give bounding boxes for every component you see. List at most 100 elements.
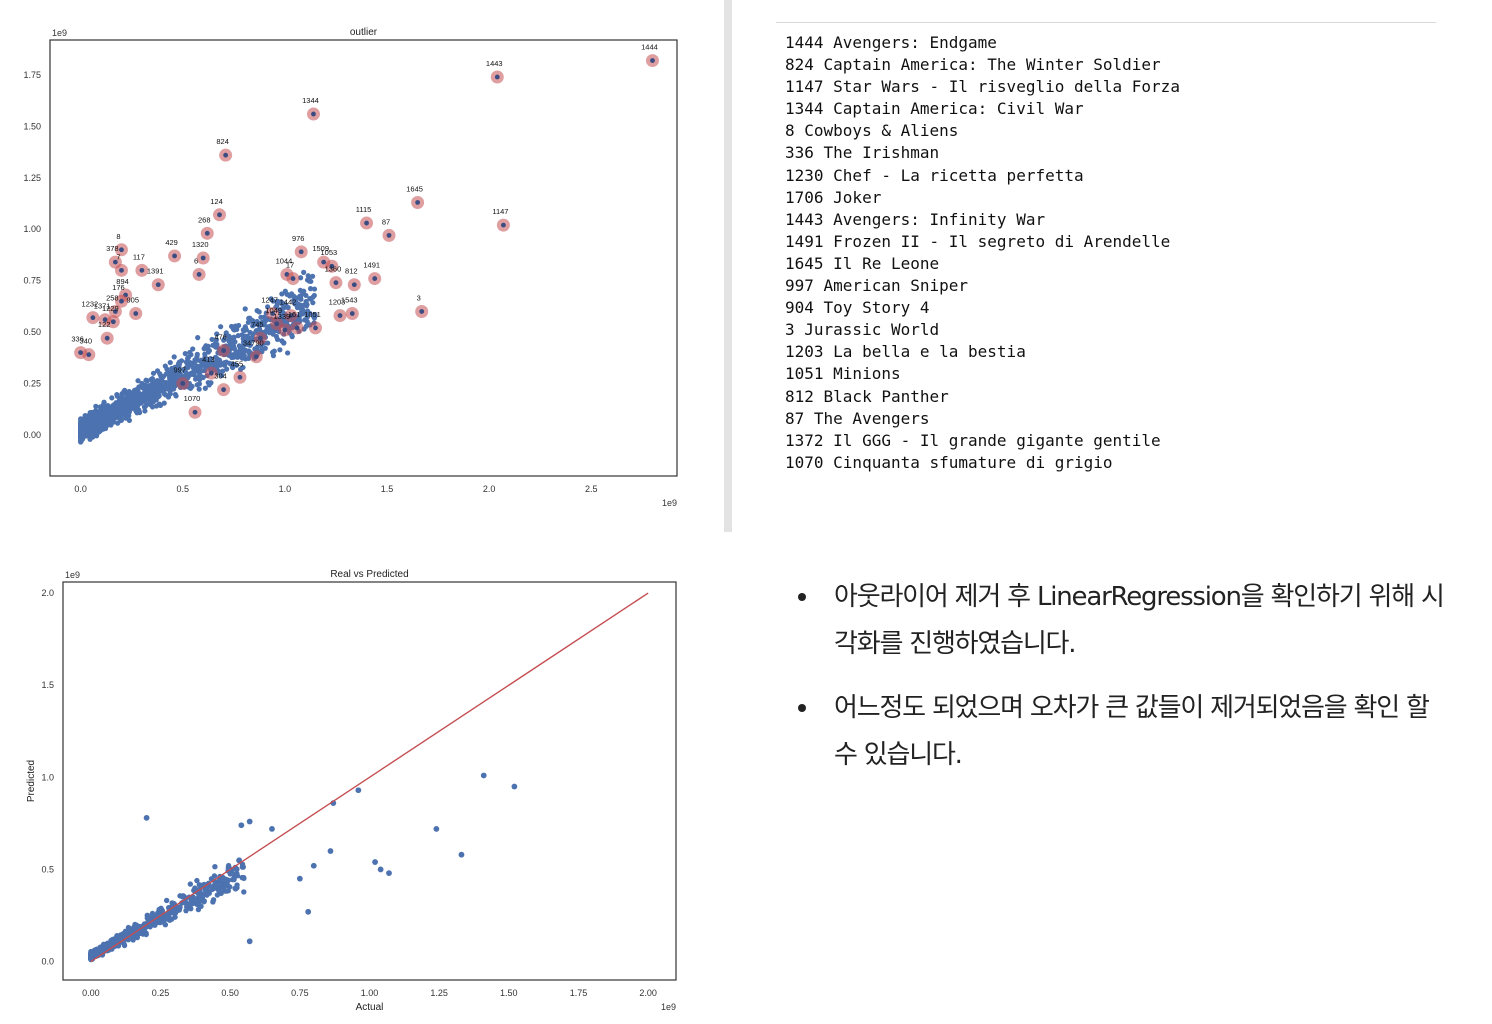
scatter-point: [265, 324, 271, 330]
outlier-label: 824: [216, 137, 229, 146]
scatter-point: [299, 308, 305, 314]
scatter-point: [135, 399, 141, 405]
scatter-point: [109, 395, 115, 401]
scatter-point: [232, 323, 238, 329]
scatter-point: [191, 887, 197, 894]
x-tick-label: 2.00: [639, 988, 657, 998]
outlier-point: [119, 247, 124, 253]
outlier-label: 997: [173, 365, 186, 374]
scatter-point: [241, 352, 247, 358]
outlier-label: 8: [116, 232, 120, 241]
cell-divider: [724, 0, 732, 532]
outlier-point: [415, 200, 421, 205]
outlier-list-item: 824 Captain America: The Winter Soldier: [785, 55, 1161, 75]
x-tick-label: 1.0: [279, 484, 292, 494]
scatter-point: [228, 336, 234, 342]
scatter-point: [277, 347, 283, 353]
scatter-point: [199, 368, 206, 374]
scatter-point: [190, 346, 196, 352]
scatter-point: [102, 413, 108, 419]
scatter-point: [274, 336, 281, 342]
scatter-point: [187, 881, 194, 887]
outlier-label: 1203: [329, 298, 346, 307]
scatter-point: [115, 413, 121, 420]
outlier-label: 1147: [492, 207, 508, 216]
scatter-point: [148, 401, 154, 407]
scatter-point: [166, 380, 172, 386]
scatter-point: [106, 414, 112, 420]
outlier-label: 161: [288, 310, 301, 319]
scatter-point: [189, 371, 195, 377]
scatter-point: [241, 889, 247, 895]
outlier-label: 1391: [147, 267, 164, 276]
outlier-label: 7: [116, 252, 120, 261]
scatter-point: [192, 376, 199, 382]
outlier-point: [329, 263, 335, 269]
scatter-point: [170, 369, 176, 375]
scatter-point: [221, 362, 228, 368]
y-tick-label: 1.5: [41, 680, 54, 690]
outlier-label: 1247: [261, 296, 278, 305]
scatter-point: [309, 273, 316, 279]
x-tick-label: 2.0: [483, 484, 496, 494]
scatter-point: [235, 333, 241, 339]
scatter-point: [240, 864, 246, 870]
scatter-point: [196, 386, 202, 392]
scatter-point: [172, 391, 178, 398]
scatter-point: [117, 418, 123, 424]
y-offset-label: 1e9: [65, 570, 80, 580]
scatter-point: [209, 336, 215, 343]
scatter-point: [218, 324, 224, 330]
plot-area: 1444 1443 1344 824 1645 1147 124 1115 87 268 8 429 1…: [71, 43, 659, 445]
scatter-point: [304, 319, 310, 325]
outlier-point: [274, 321, 280, 327]
outlier-label: 124: [210, 197, 223, 206]
scatter-point: [197, 358, 203, 364]
outlier-label: 1049: [265, 306, 282, 315]
outlier-scatter-chart: outlier 0.0 0.5 1.0 1.5 2.0 2.5 0.00 0.25 0.50 0.7…: [23, 27, 678, 508]
outlier-label: 1044: [276, 256, 293, 265]
scatter-point: [172, 383, 178, 389]
scatter-point: [163, 392, 169, 398]
scatter-point: [81, 431, 87, 437]
scatter-point: [281, 340, 287, 346]
y-tick-label: 0.25: [23, 378, 41, 388]
outlier-point: [298, 249, 304, 255]
scatter-point: [145, 389, 151, 395]
scatter-point: [187, 385, 194, 391]
scatter-point: [135, 378, 141, 384]
outlier-label: 258: [106, 293, 119, 302]
outlier-point: [217, 212, 222, 218]
scatter-point: [131, 387, 138, 393]
scatter-point: [213, 337, 219, 343]
outlier-point: [337, 313, 343, 318]
outlier-label: 476: [214, 333, 227, 342]
y-tick-label: 1.0: [41, 772, 54, 782]
y-tick-label: 1.50: [23, 121, 41, 131]
scatter-point: [214, 892, 221, 898]
scatter-point: [195, 335, 201, 341]
scatter-point: [303, 303, 310, 309]
x-tick-label: 0.50: [221, 988, 239, 998]
y-tick-label: 2.0: [41, 588, 54, 598]
outlier-label: 1360: [325, 265, 342, 274]
scatter-point: [188, 352, 194, 358]
outlier-list-item: 8 Cowboys & Aliens: [785, 121, 959, 141]
y-tick-label: 0.75: [23, 276, 41, 286]
outlier-list-item: 904 Toy Story 4: [785, 298, 930, 318]
outlier-point: [321, 259, 327, 265]
scatter-point: [213, 882, 219, 888]
outlier-point: [501, 222, 506, 228]
outlier-point: [86, 352, 92, 358]
x-tick-label: 0.75: [291, 988, 309, 998]
scatter-point: [185, 355, 191, 361]
outlier-label: 1339: [274, 312, 291, 321]
scatter-point: [210, 899, 216, 905]
scatter-point: [155, 393, 162, 400]
scatter-point: [327, 848, 334, 854]
scatter-point: [250, 320, 256, 326]
x-axis-label: Actual: [356, 1002, 384, 1013]
real-vs-predicted-chart: Real vs Predicted 0.00 0.25 0.50 0.75 1.00 1.2…: [26, 569, 677, 1013]
scatter-point: [247, 315, 253, 321]
x-tick-label: 1.5: [381, 484, 394, 494]
